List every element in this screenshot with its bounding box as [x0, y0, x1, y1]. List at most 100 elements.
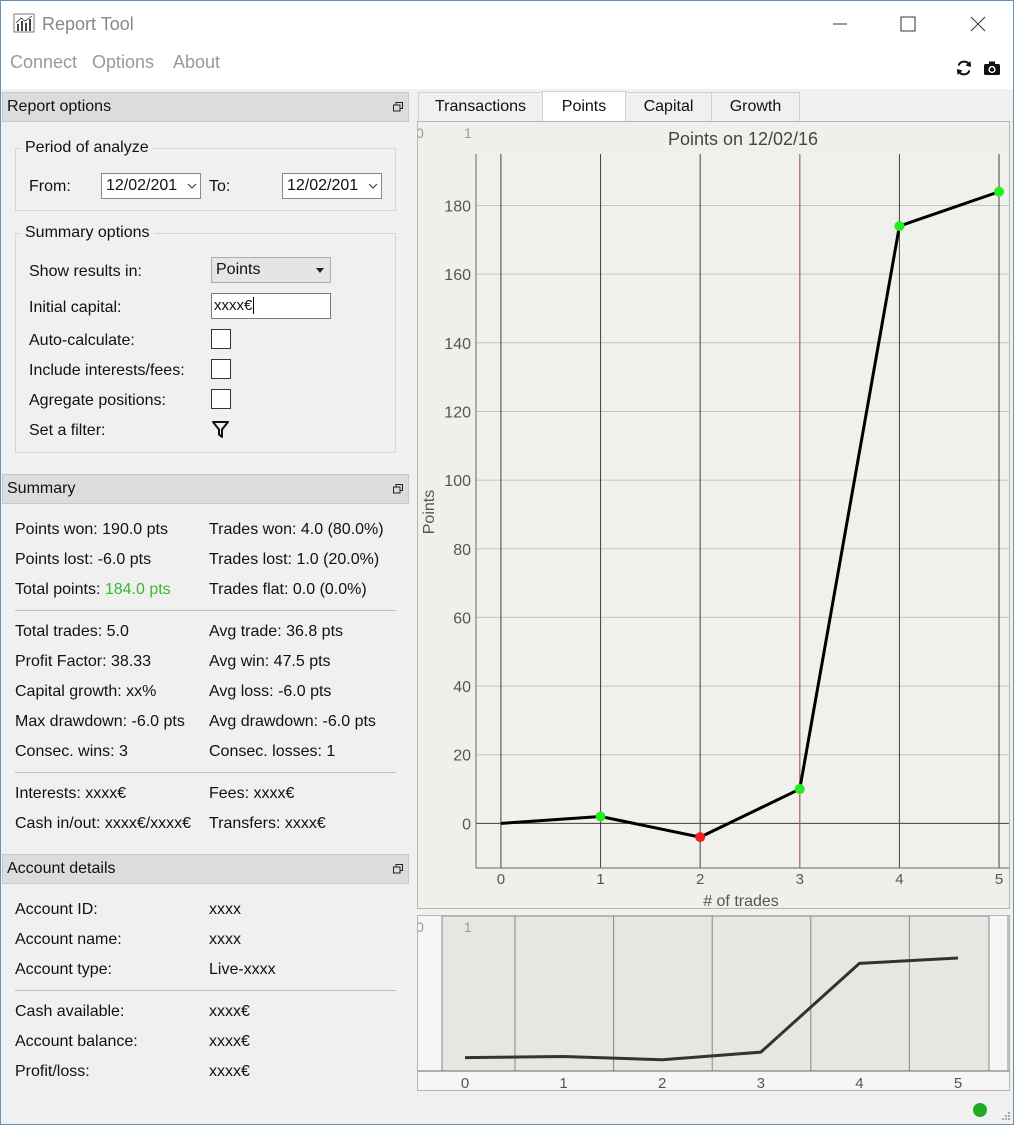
menu-bar: Connect Options About: [1, 47, 1013, 89]
filter-icon[interactable]: [212, 421, 229, 438]
avg-drawdown: Avg drawdown: -6.0 pts: [209, 713, 376, 730]
close-icon: [970, 16, 986, 32]
text-cursor: ​: [253, 297, 255, 314]
points-chart[interactable]: 0 20 40 60 80 100 120 140 160 180 0 1 2 3 4 5 Points on …: [416, 122, 1009, 910]
from-date-picker[interactable]: 12/02/201: [101, 173, 201, 199]
y-tick-label: 60: [453, 610, 471, 627]
close-button[interactable]: [947, 1, 1009, 47]
initial-capital-input[interactable]: xxxx€​: [211, 293, 331, 319]
from-label: From:: [29, 178, 71, 195]
float-dock-icon[interactable]: [393, 864, 403, 874]
menu-about[interactable]: About: [173, 52, 221, 72]
float-dock-icon[interactable]: [393, 102, 403, 112]
profit-factor: Profit Factor: 38.33: [15, 653, 152, 670]
maximize-icon: [900, 16, 916, 32]
loss-point: [695, 832, 706, 843]
points-chart-frame: 0 20 40 60 80 100 120 140 160 180 0 1 2 3 4 5 Points on …: [416, 121, 1010, 910]
overview-corner-label: 0: [418, 919, 424, 935]
total-points-value: 184.0 pts: [104, 581, 171, 598]
overview-selection-region: [441, 915, 990, 1072]
menu-options[interactable]: Options: [92, 52, 155, 72]
trades-lost: Trades lost: 1.0 (20.0%): [209, 551, 380, 568]
overview-x-tick-label: 0: [461, 1075, 469, 1090]
account-balance-label: Account balance:: [15, 1033, 138, 1050]
from-date-value: 12/02/201: [106, 177, 178, 194]
period-group: [15, 148, 396, 211]
to-date-value: 12/02/201: [287, 177, 359, 194]
tab-points-label: Points: [561, 97, 607, 115]
account-id-label: Account ID:: [15, 901, 98, 918]
tab-growth-label: Growth: [729, 98, 782, 115]
account-details-header: Account details: [2, 854, 409, 884]
trades-won: Trades won: 4.0 (80.0%): [209, 521, 384, 538]
chevron-down-icon: [368, 183, 378, 189]
overview-x-tick-label: 5: [954, 1075, 962, 1090]
trades-flat: Trades flat: 0.0 (0.0%): [209, 581, 367, 598]
resize-grip-icon[interactable]: [1001, 1111, 1011, 1121]
overview-corner-label: 1: [464, 919, 472, 935]
cash-available-value: xxxx€: [209, 1003, 250, 1020]
include-interests-label: Include interests/fees:: [29, 362, 185, 379]
report-options-header: Report options: [2, 92, 409, 122]
to-date-picker[interactable]: 12/02/201: [282, 173, 382, 199]
overview-series-line: [464, 956, 959, 1062]
report-options-title: Report options: [7, 98, 112, 115]
total-points-label: Total points:: [15, 581, 101, 598]
win-point: [894, 221, 905, 232]
maximize-button[interactable]: [877, 1, 939, 47]
chart-title: Points on 12/02/16: [668, 129, 818, 149]
x-tick-label: 4: [895, 871, 903, 888]
tab-points[interactable]: Points: [542, 91, 626, 121]
x-tick-label: 1: [596, 871, 604, 888]
camera-icon: [984, 61, 1000, 75]
y-tick-label: 140: [444, 336, 471, 353]
minimize-button[interactable]: [809, 1, 871, 47]
overview-x-tick-label: 4: [855, 1075, 863, 1090]
include-interests-checkbox[interactable]: [211, 359, 231, 379]
auto-calculate-label: Auto-calculate:: [29, 332, 135, 349]
menu-connect[interactable]: Connect: [10, 52, 78, 72]
points-won: Points won: 190.0 pts: [15, 521, 168, 538]
consec-wins: Consec. wins: 3: [15, 743, 128, 760]
account-balance-value: xxxx€: [209, 1033, 250, 1050]
aggregate-positions-label: Agregate positions:: [29, 392, 166, 409]
tab-transactions[interactable]: Transactions: [418, 92, 543, 121]
profit-loss-label: Profit/loss:: [15, 1063, 90, 1080]
y-tick-label: 180: [444, 198, 471, 215]
chevron-down-icon: [187, 183, 197, 189]
set-filter-label: Set a filter:: [29, 422, 106, 439]
tab-transactions-label: Transactions: [435, 98, 526, 115]
connection-status-indicator: [973, 1103, 987, 1117]
show-results-select[interactable]: Points: [211, 257, 331, 283]
tab-growth[interactable]: Growth: [711, 92, 800, 121]
show-results-label: Show results in:: [29, 263, 142, 280]
aggregate-positions-checkbox[interactable]: [211, 389, 231, 409]
avg-win: Avg win: 47.5 pts: [209, 653, 331, 670]
total-trades: Total trades: 5.0: [15, 623, 129, 640]
tab-capital[interactable]: Capital: [625, 92, 712, 121]
points-series-line: [500, 190, 1000, 839]
separator: [15, 610, 396, 611]
x-tick-label: 5: [995, 871, 1003, 888]
y-tick-label: 160: [444, 267, 471, 284]
overview-chart[interactable]: 0 1 2 3 4 5 0 1: [416, 915, 1009, 1092]
refresh-button[interactable]: [953, 57, 975, 79]
avg-loss: Avg loss: -6.0 pts: [209, 683, 332, 700]
initial-capital-value: xxxx€: [214, 297, 253, 314]
screenshot-button[interactable]: [981, 57, 1003, 79]
account-type-label: Account type:: [15, 961, 112, 978]
overview-x-tick-label: 1: [559, 1075, 567, 1090]
cash-available-label: Cash available:: [15, 1003, 125, 1020]
summary-title: Summary: [7, 480, 76, 497]
account-details-title: Account details: [7, 860, 116, 877]
transfers: Transfers: xxxx€: [209, 815, 326, 832]
total-points: Total points: 184.0 pts: [15, 581, 171, 599]
account-type-value: Live-xxxx: [209, 961, 276, 978]
float-dock-icon[interactable]: [393, 484, 403, 494]
auto-calculate-checkbox[interactable]: [211, 329, 231, 349]
win-point: [794, 784, 805, 795]
y-tick-label: 120: [444, 404, 471, 421]
y-tick-label: 80: [453, 542, 471, 559]
profit-loss-value: xxxx€: [209, 1063, 250, 1080]
period-group-title: Period of analyze: [21, 139, 153, 157]
